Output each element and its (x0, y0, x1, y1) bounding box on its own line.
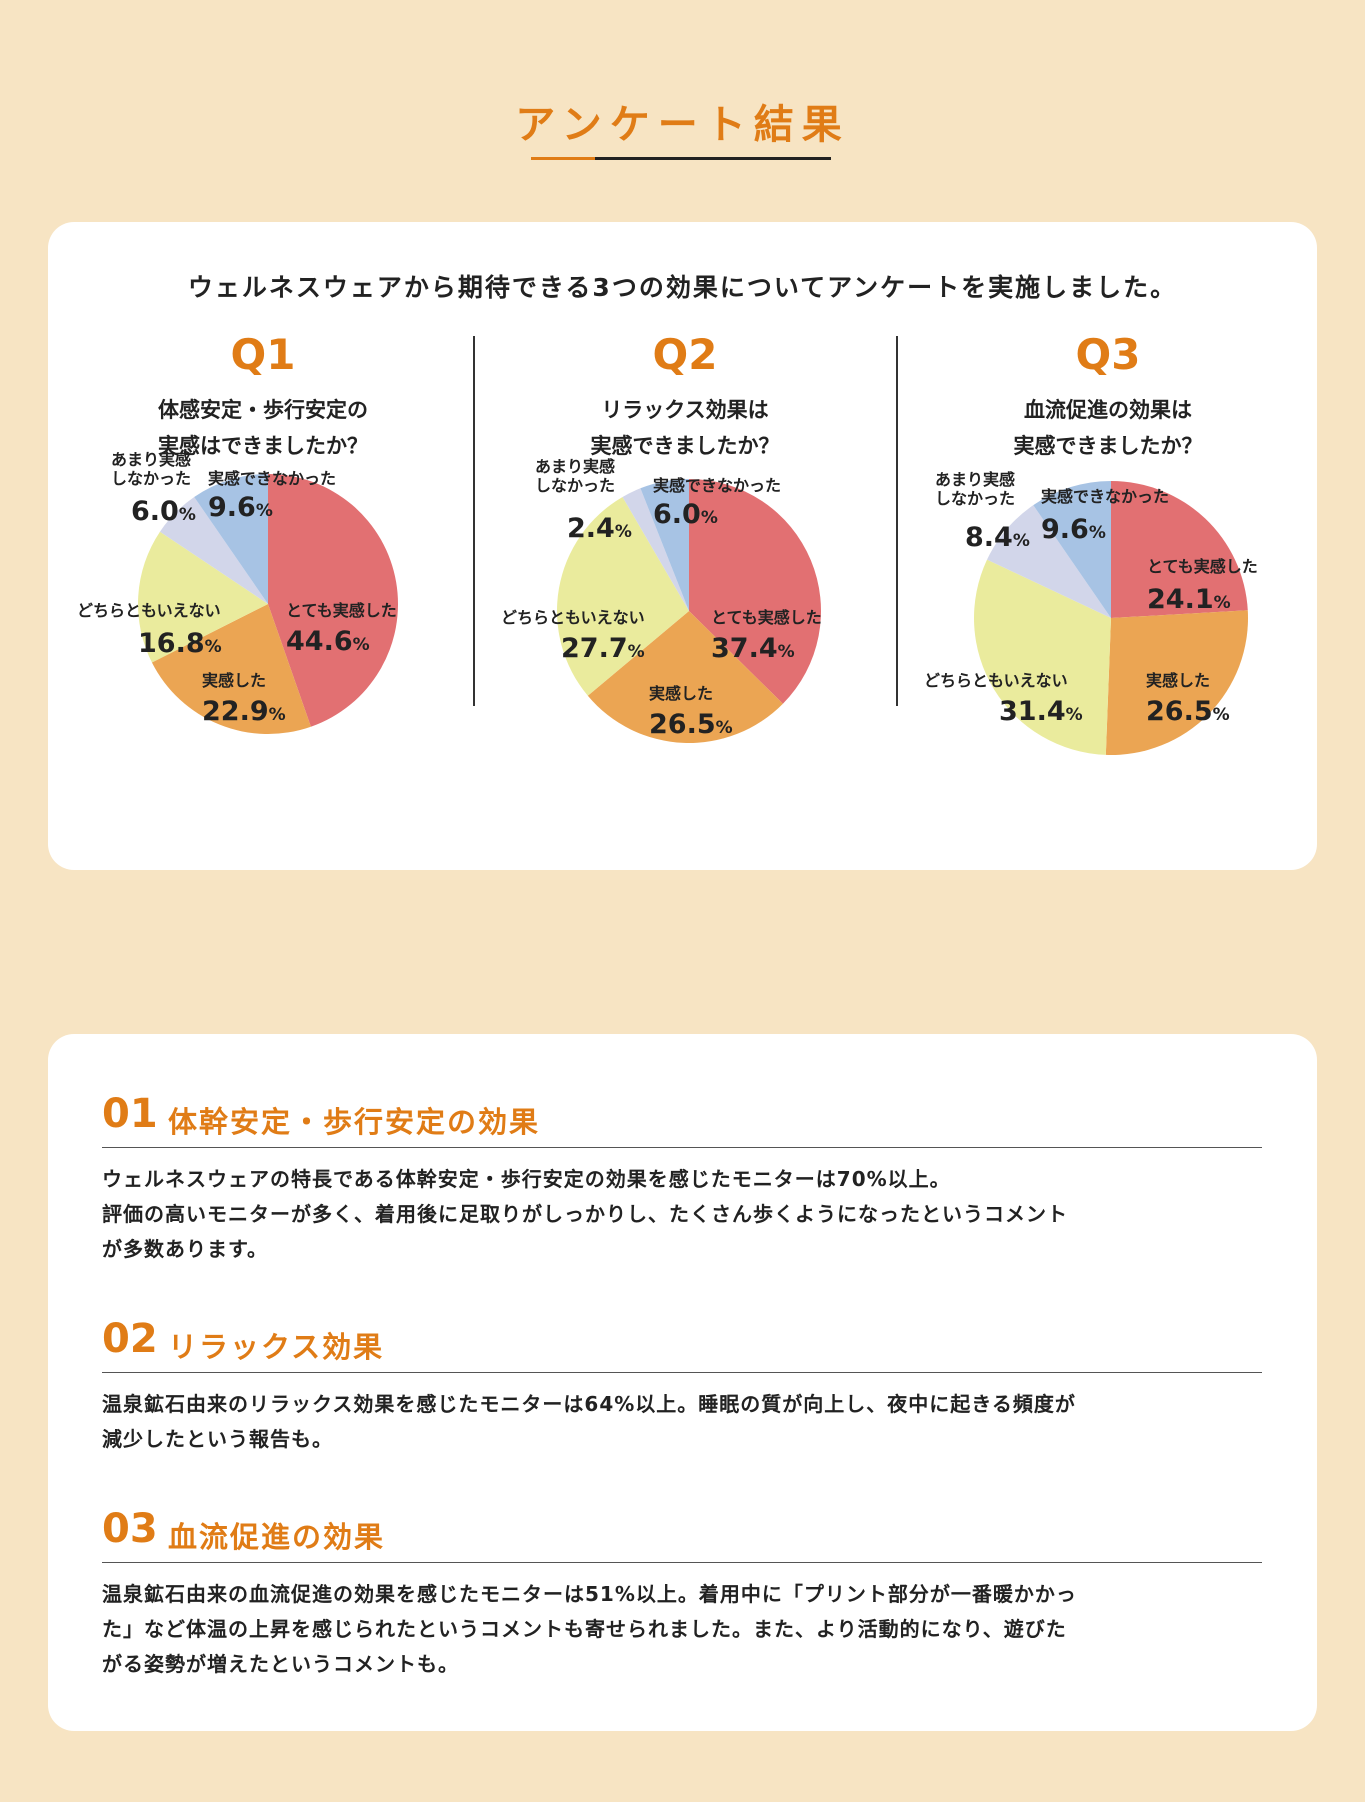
effect-line: た」など体温の上昇を感じられたというコメントも寄せられました。また、より活動的に… (102, 1617, 1067, 1641)
slice-name-label: あまり実感 (935, 470, 1015, 489)
percent-unit: % (353, 635, 370, 655)
percent-unit: % (205, 637, 222, 657)
slice-name-label: 実感した (202, 671, 266, 690)
effect-line: 温泉鉱石由来の血流促進の効果を感じたモニターは51%以上。着用中に「プリント部分… (102, 1582, 1077, 1606)
pie-slice-2 (151, 604, 311, 734)
pie-slice-4 (622, 488, 689, 611)
pie-slice-4 (987, 505, 1111, 618)
question-text: リラックス効果は 実感できましたか？ (475, 392, 895, 464)
question-text: 血流促進の効果は 実感できましたか？ (898, 392, 1318, 464)
percent-unit: % (1213, 705, 1230, 725)
question-line: 実感はできましたか？ (158, 434, 368, 458)
percent-unit: % (1066, 705, 1083, 725)
slice-name-label: しなかった (935, 489, 1015, 508)
effects-card: 01 体幹安定・歩行安定の効果 ウェルネスウェアの特長である体幹安定・歩行安定の… (48, 1034, 1317, 1731)
survey-intro: ウェルネスウェアから期待できる3つの効果についてアンケートを実施しました。 (187, 273, 1178, 302)
effect-title: 体幹安定・歩行安定の効果 (168, 1105, 541, 1139)
question-number: Q2 (652, 330, 718, 379)
pie-chart-q3: とても実感した24.1%実感した26.5%どちらともいえない31.4%あまり実感… (924, 470, 1258, 755)
percent-unit: % (628, 642, 645, 662)
slice-name-label: とても実感した (286, 601, 397, 620)
percent-unit: % (269, 705, 286, 725)
effect-title: 血流促進の効果 (168, 1520, 386, 1554)
pie-slice-1 (1111, 481, 1248, 618)
percent-unit: % (615, 522, 632, 542)
pie-slice-3 (974, 559, 1111, 755)
percent-unit: % (716, 718, 733, 738)
pie-slice-2 (1105, 610, 1248, 755)
effect-number: 03 (102, 1506, 158, 1552)
pie-chart-q2: とても実感した37.4%実感した26.5%どちらともいえない27.7%あまり実感… (501, 457, 822, 743)
question-line: 実感できましたか？ (590, 434, 780, 458)
question-line: 実感できましたか？ (1013, 434, 1203, 458)
pie-chart-q1: とても実感した44.6%実感した22.9%どちらともいえない16.8%あまり実感… (77, 450, 398, 734)
slice-name-label: 実感した (649, 684, 713, 703)
slice-name-label: しなかった (111, 469, 191, 488)
effect-heading: 01 体幹安定・歩行安定の効果 (102, 1091, 1262, 1148)
slice-name-label: とても実感した (711, 608, 822, 627)
percent-unit: % (1013, 531, 1030, 551)
effect-heading: 02 リラックス効果 (102, 1316, 1262, 1373)
slice-value-label: 27.7% (561, 633, 645, 664)
question-column-q2: とても実感した 37.4% 実感した 26.5% どちらともいえない 27.7% あまり実感… (475, 330, 895, 770)
percent-unit: % (778, 642, 795, 662)
slice-name-label: あまり実感 (111, 450, 191, 469)
question-number: Q1 (230, 330, 296, 379)
effect-title: リラックス効果 (168, 1330, 385, 1364)
title-underline (531, 157, 831, 160)
slice-name-label: あまり実感 (535, 457, 615, 476)
slice-value-label: 22.9% (202, 696, 286, 727)
slice-name-label: とても実感した (1147, 557, 1258, 576)
pie-slice-1 (689, 479, 821, 704)
slice-value-label: 6.0% (131, 496, 196, 527)
slice-name-label: どちらともいえない (501, 608, 645, 627)
effect-body: ウェルネスウェアの特長である体幹安定・歩行安定の効果を感じたモニターは70%以上… (102, 1162, 1262, 1267)
effect-number: 01 (102, 1091, 158, 1137)
effect-body: 温泉鉱石由来の血流促進の効果を感じたモニターは51%以上。着用中に「プリント部分… (102, 1577, 1262, 1682)
pie-slice-1 (268, 474, 398, 727)
slice-value-label: 8.4% (965, 522, 1030, 553)
effect-body: 温泉鉱石由来のリラックス効果を感じたモニターは64%以上。睡眠の質が向上し、夜中… (102, 1387, 1262, 1457)
slice-name-label: どちらともいえない (924, 671, 1068, 690)
percent-unit: % (701, 508, 718, 528)
slice-value-label: 2.4% (567, 513, 632, 544)
effect-line: がる姿勢が増えたというコメントも。 (102, 1652, 459, 1676)
question-column-q3: とても実感した 24.1% 実感した 26.5% どちらともいえない 31.4% あまり実感… (898, 330, 1318, 770)
percent-unit: % (256, 501, 273, 521)
percent-unit: % (179, 505, 196, 525)
page-title: アンケート結果 (515, 102, 850, 148)
pie-slice-4 (159, 496, 268, 604)
effect-number: 02 (102, 1316, 158, 1362)
survey-card: ウェルネスウェアから期待できる3つの効果についてアンケートを実施しました。 とて… (48, 222, 1317, 870)
column-divider (473, 336, 475, 706)
question-line: 血流促進の効果は (1024, 398, 1192, 422)
slice-name-label: 実感できなかった (208, 469, 336, 488)
slice-name-label: しなかった (535, 476, 615, 495)
question-line: 体感安定・歩行安定の (158, 398, 368, 422)
pie-slice-5 (1033, 481, 1111, 618)
pie-slice-3 (557, 496, 689, 696)
slice-name-label: どちらともいえない (77, 601, 221, 620)
effect-line: が多数あります。 (102, 1237, 268, 1261)
slice-name-label: 実感できなかった (1041, 487, 1169, 506)
effect-line: 温泉鉱石由来のリラックス効果を感じたモニターは64%以上。睡眠の質が向上し、夜中… (102, 1392, 1076, 1416)
question-line: リラックス効果は (601, 398, 769, 422)
slice-name-label: 実感した (1146, 671, 1210, 690)
question-text: 体感安定・歩行安定の 実感はできましたか？ (53, 392, 473, 464)
percent-unit: % (1214, 593, 1231, 613)
effect-line: 減少したという報告も。 (102, 1427, 333, 1451)
question-column-q1: とても実感した 44.6% 実感した 22.9% どちらともいえない 16.8% あまり実感… (53, 330, 473, 770)
pie-slice-5 (640, 479, 689, 611)
effect-heading: 03 血流促進の効果 (102, 1506, 1262, 1563)
question-number: Q3 (1075, 330, 1141, 379)
percent-unit: % (1089, 523, 1106, 543)
pie-slice-3 (138, 531, 268, 663)
pie-slice-2 (587, 611, 783, 743)
effect-line: ウェルネスウェアの特長である体幹安定・歩行安定の効果を感じたモニターは70%以上… (102, 1167, 951, 1191)
pie-slice-5 (194, 474, 268, 604)
slice-name-label: 実感できなかった (653, 476, 781, 495)
effect-line: 評価の高いモニターが多く、着用後に足取りがしっかりし、たくさん歩くようになったと… (102, 1202, 1068, 1226)
column-divider (896, 336, 898, 706)
